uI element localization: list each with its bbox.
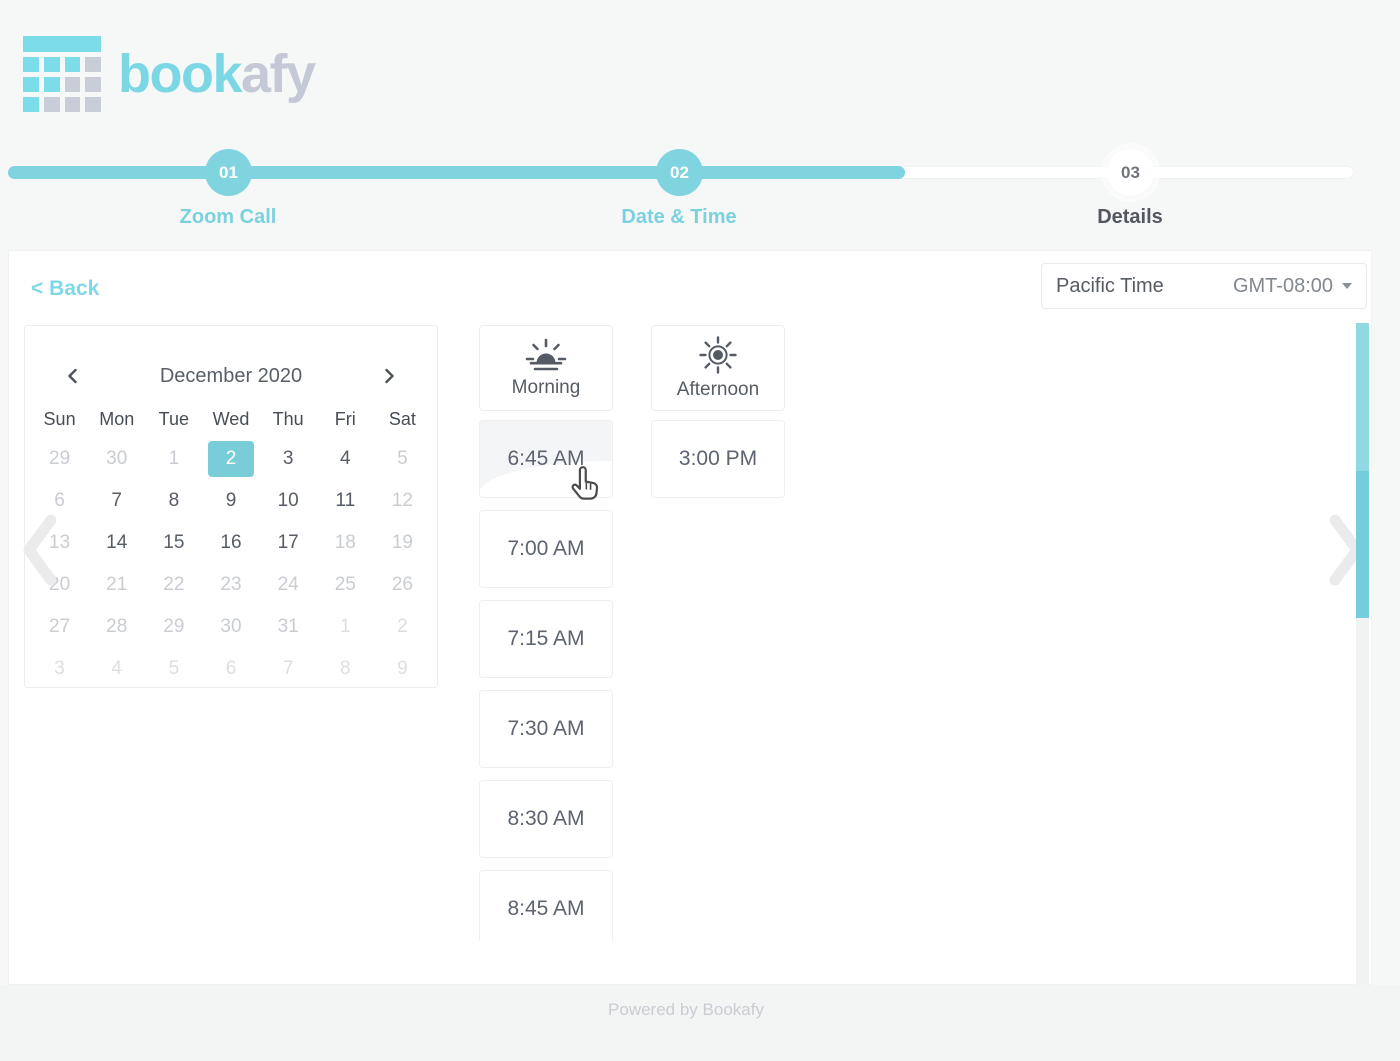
timezone-name: Pacific Time: [1056, 274, 1164, 297]
calendar-day[interactable]: 14: [106, 532, 128, 553]
calendar-day[interactable]: 7: [111, 490, 122, 511]
footer: Powered by Bookafy: [0, 985, 1400, 1061]
calendar-day[interactable]: 10: [277, 490, 299, 511]
calendar-day[interactable]: 9: [225, 490, 237, 511]
weekday-label: Fri: [334, 409, 356, 429]
time-slot-830am[interactable]: 8:30 AM: [479, 780, 613, 858]
time-slot-645am[interactable]: 6:45 AM: [479, 420, 613, 498]
calendar-weekdays: Sun Mon Tue Wed Thu Fri Sat: [25, 406, 437, 432]
calendar-day[interactable]: 3: [282, 448, 294, 469]
calendar-day: 5: [168, 658, 180, 679]
calendar-day: 29: [49, 448, 71, 469]
calendar-day: 30: [106, 448, 128, 469]
calendar-day[interactable]: 17: [277, 532, 299, 553]
calendar-day: 30: [220, 616, 242, 637]
afternoon-header: Afternoon: [651, 325, 785, 411]
morning-column: Morning 6:45 AM 7:00 AM 7:15 AM 7:30 AM 8:30…: [479, 325, 613, 941]
afternoon-label: Afternoon: [676, 379, 760, 400]
sun-icon: [699, 336, 737, 374]
calendar-day: 1: [168, 448, 180, 469]
morning-header: Morning: [479, 325, 613, 411]
bookafy-logo[interactable]: bookafy: [23, 36, 316, 112]
calendar-day: 6: [54, 490, 65, 511]
calendar-panel: December 2020 Sun Mon Tue Wed Thu Fri Sat 29 30…: [24, 325, 438, 688]
step-2-circle[interactable]: 02: [656, 149, 703, 196]
calendar-day: 3: [54, 658, 65, 679]
bookafy-logo-icon: [23, 36, 101, 112]
time-slot-730am[interactable]: 7:30 AM: [479, 690, 613, 768]
calendar-day: 1: [339, 616, 351, 637]
stepper-progress-fill: [8, 166, 905, 179]
booking-card: < Back Pacific Time GMT-08:00 December 2…: [8, 250, 1372, 985]
calendar-day: 28: [106, 616, 128, 637]
calendar-day: 21: [106, 574, 128, 595]
sunrise-icon: [525, 338, 567, 371]
calendar-day[interactable]: 11: [335, 490, 356, 511]
afternoon-column: Afternoon 3:00 PM: [651, 325, 785, 498]
scrollbar-track[interactable]: [1356, 323, 1369, 985]
step-3-circle[interactable]: 03: [1107, 149, 1154, 196]
step-1-circle[interactable]: 01: [205, 149, 252, 196]
calendar-day: 25: [334, 574, 356, 595]
next-month-button[interactable]: [379, 366, 399, 386]
time-slot-845am[interactable]: 8:45 AM: [479, 870, 613, 941]
calendar-day: 2: [397, 616, 408, 637]
calendar-day: 18: [334, 532, 356, 553]
morning-label: Morning: [511, 377, 581, 398]
calendar-day: 4: [111, 658, 122, 679]
calendar-day: 8: [339, 658, 351, 679]
calendar-day: 13: [49, 532, 71, 553]
prev-month-button[interactable]: [63, 366, 83, 386]
calendar-day: 9: [397, 658, 408, 679]
calendar-day[interactable]: 15: [163, 532, 185, 553]
calendar-title: December 2020: [159, 364, 303, 387]
bookafy-wordmark: bookafy: [118, 44, 316, 104]
timezone-selector[interactable]: Pacific Time GMT-08:00: [1041, 263, 1367, 309]
weekday-label: Sun: [43, 409, 76, 429]
calendar-grid: 29 30 1 2 3 4 5 6 7 8 9 10 11 12 13 14 15 16 17 18 19 20 21 22 2…: [25, 438, 437, 690]
big-chevron-left-icon: [23, 514, 57, 586]
time-slot-715am[interactable]: 7:15 AM: [479, 600, 613, 678]
calendar-day-selected[interactable]: 2: [202, 438, 259, 480]
page-prev-button[interactable]: [18, 512, 60, 591]
time-slot-300pm[interactable]: 3:00 PM: [651, 420, 785, 498]
calendar-day: 29: [163, 616, 185, 637]
chevron-right-icon: [385, 368, 394, 384]
caret-down-icon: [1342, 283, 1352, 289]
calendar-day: 31: [277, 616, 299, 637]
calendar-day[interactable]: 4: [339, 448, 351, 469]
calendar-day: 23: [220, 574, 242, 595]
calendar-day: 7: [282, 658, 294, 679]
step-3-label: Details: [1097, 206, 1163, 228]
step-1-label: Zoom Call: [179, 206, 277, 228]
calendar-day: 22: [163, 574, 185, 595]
step-2-label: Date & Time: [621, 206, 737, 228]
calendar-day: 5: [397, 448, 408, 469]
weekday-label: Thu: [272, 409, 304, 429]
scrollbar-thumb[interactable]: [1356, 323, 1369, 618]
weekday-label: Sat: [388, 409, 416, 429]
chevron-left-icon: [68, 368, 77, 384]
weekday-label: Mon: [99, 409, 135, 429]
weekday-label: Wed: [212, 409, 250, 429]
calendar-day: 24: [277, 574, 299, 595]
weekday-label: Tue: [158, 409, 190, 429]
calendar-day: 26: [391, 574, 413, 595]
back-link[interactable]: < Back: [31, 277, 100, 300]
timezone-offset: GMT-08:00: [1232, 274, 1333, 297]
time-slot-700am[interactable]: 7:00 AM: [479, 510, 613, 588]
calendar-day[interactable]: 16: [220, 532, 242, 553]
calendar-day[interactable]: 8: [168, 490, 180, 511]
calendar-day: 12: [391, 490, 413, 511]
afternoon-slots: 3:00 PM: [651, 420, 785, 498]
calendar-day: 27: [49, 616, 71, 637]
powered-by-text: Powered by Bookafy: [608, 1000, 764, 1019]
calendar-day: 19: [391, 532, 413, 553]
calendar-day: 6: [225, 658, 237, 679]
morning-slots: 6:45 AM 7:00 AM 7:15 AM 7:30 AM 8:30 AM 8:45 …: [479, 420, 613, 941]
